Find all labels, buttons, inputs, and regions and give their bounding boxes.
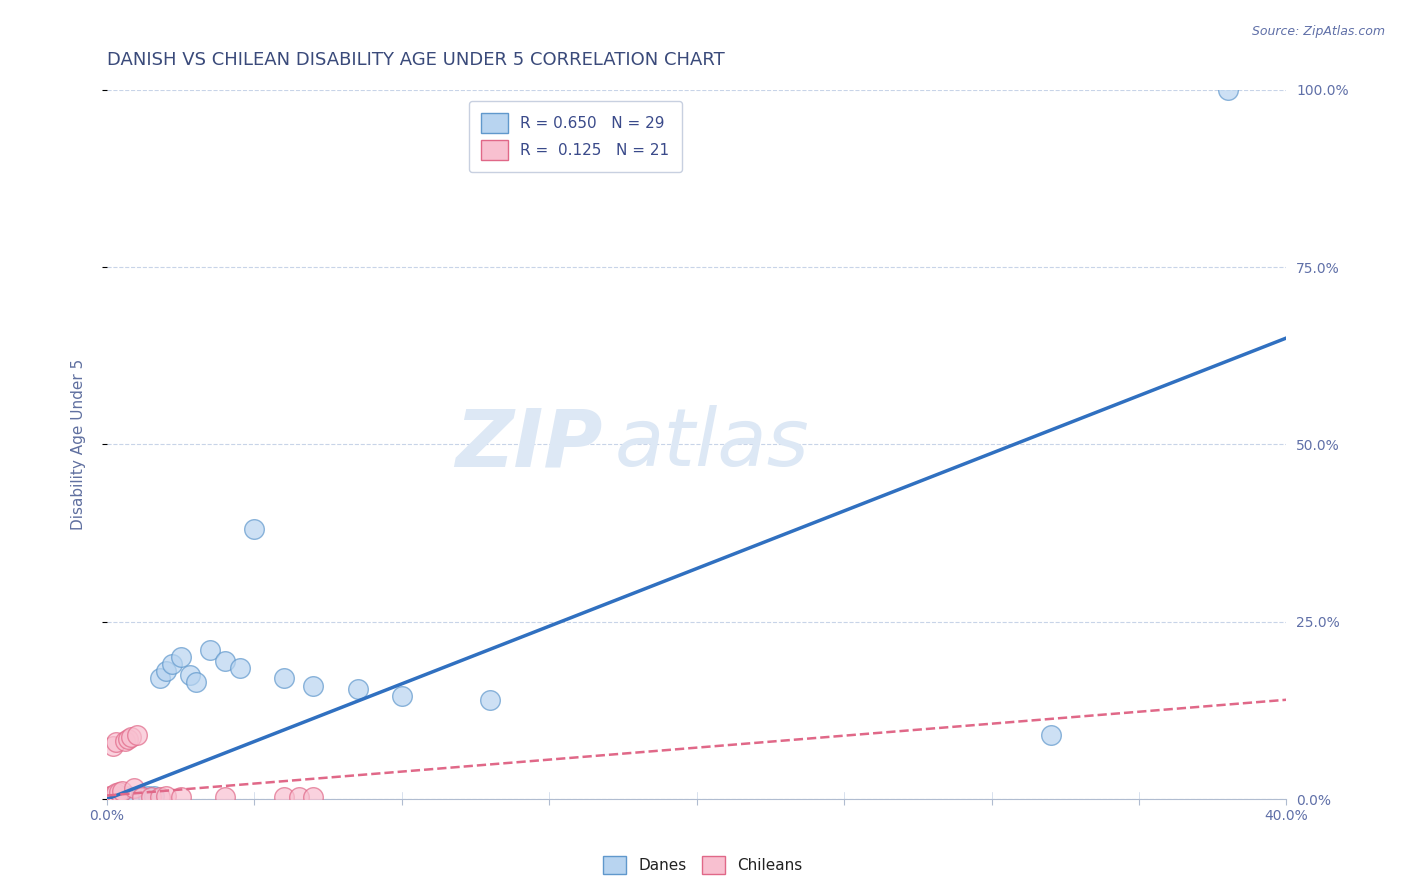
Point xyxy=(111,789,134,804)
Point xyxy=(149,672,172,686)
Point xyxy=(170,789,193,804)
Point xyxy=(273,672,295,686)
Text: Source: ZipAtlas.com: Source: ZipAtlas.com xyxy=(1251,25,1385,38)
Point xyxy=(111,783,134,797)
Point xyxy=(346,682,368,697)
Point xyxy=(1039,728,1062,742)
Point xyxy=(98,790,121,805)
Point xyxy=(160,657,183,672)
Point xyxy=(302,789,325,804)
Point xyxy=(243,523,266,537)
Point xyxy=(302,679,325,693)
Point xyxy=(184,675,207,690)
Point xyxy=(214,789,236,804)
Point xyxy=(149,789,172,804)
Point xyxy=(120,789,142,804)
Point xyxy=(125,728,148,742)
Point xyxy=(229,661,252,675)
Point xyxy=(391,689,413,703)
Point xyxy=(155,789,177,804)
Point xyxy=(98,789,121,804)
Point xyxy=(114,789,136,804)
Point xyxy=(122,781,145,796)
Point xyxy=(101,788,124,802)
Point xyxy=(287,789,309,804)
Point xyxy=(155,665,177,679)
Y-axis label: Disability Age Under 5: Disability Age Under 5 xyxy=(72,359,86,530)
Point xyxy=(101,739,124,753)
Text: atlas: atlas xyxy=(614,405,808,483)
Text: DANISH VS CHILEAN DISABILITY AGE UNDER 5 CORRELATION CHART: DANISH VS CHILEAN DISABILITY AGE UNDER 5… xyxy=(107,51,725,69)
Point xyxy=(101,789,124,804)
Point xyxy=(170,650,193,665)
Point xyxy=(141,789,163,804)
Point xyxy=(114,734,136,748)
Point xyxy=(131,789,153,804)
Point xyxy=(273,789,295,804)
Point xyxy=(104,735,127,749)
Point xyxy=(117,731,139,746)
Point xyxy=(214,654,236,668)
Point xyxy=(125,789,148,804)
Point xyxy=(143,789,166,803)
Point xyxy=(1216,83,1239,97)
Point xyxy=(200,643,222,657)
Point xyxy=(120,730,142,744)
Text: ZIP: ZIP xyxy=(456,405,602,483)
Legend: R = 0.650   N = 29, R =  0.125   N = 21: R = 0.650 N = 29, R = 0.125 N = 21 xyxy=(468,101,682,172)
Legend: Danes, Chileans: Danes, Chileans xyxy=(598,850,808,880)
Point xyxy=(179,668,201,682)
Point xyxy=(104,786,127,800)
Point xyxy=(108,785,131,799)
Point xyxy=(104,790,127,805)
Point xyxy=(138,789,160,804)
Point xyxy=(131,789,153,804)
Point xyxy=(117,789,139,804)
Point xyxy=(479,692,502,706)
Point xyxy=(108,789,131,804)
